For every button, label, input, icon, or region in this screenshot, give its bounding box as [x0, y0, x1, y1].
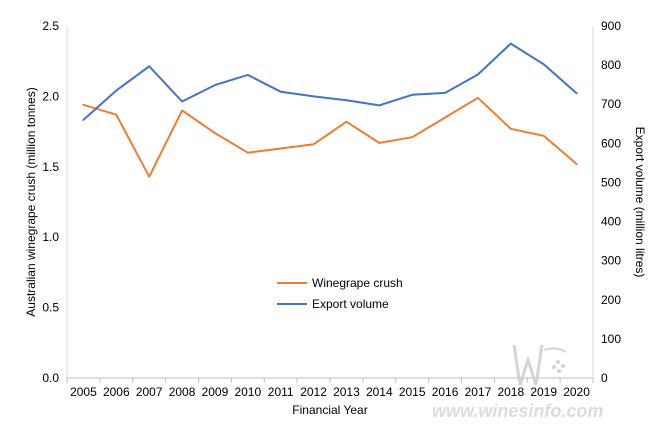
right-tick-label: 900 [601, 19, 621, 33]
series-layer [82, 42, 578, 178]
left-tick-label: 1.5 [42, 160, 59, 174]
x-tick-label: 2010 [234, 385, 261, 399]
right-tick-label: 0 [601, 371, 608, 385]
x-axis-ticks: 2005 2006 2007 2008 2009 2010 2011 2012 2013 2014… [66, 378, 594, 399]
x-tick-label: 2016 [432, 385, 459, 399]
x-tick-label: 2009 [202, 385, 229, 399]
x-tick-label: 2006 [103, 385, 130, 399]
right-tick-label: 100 [601, 332, 621, 346]
right-tick-label: 300 [601, 254, 621, 268]
left-axis-ticks: 0.0 0.5 1.0 1.5 2.0 2.5 [42, 19, 59, 385]
watermark-logo [512, 344, 567, 386]
x-tick-label: 2014 [366, 385, 393, 399]
x-tick-label: 2020 [563, 385, 590, 399]
right-tick-label: 500 [601, 175, 621, 189]
left-tick-label: 0.0 [42, 371, 59, 385]
legend-label-winegrape-crush: Winegrape crush [312, 276, 403, 290]
x-tick-label: 2019 [530, 385, 557, 399]
left-tick-label: 0.5 [42, 301, 59, 315]
series-line-export-volume [82, 42, 578, 121]
right-tick-label: 400 [601, 215, 621, 229]
right-tick-label: 800 [601, 58, 621, 72]
left-tick-label: 1.0 [42, 230, 59, 244]
legend: Winegrape crush Export volume [277, 276, 403, 311]
series-line-winegrape-crush [82, 96, 578, 178]
left-axis-title: Australian winegrape crush (million tonn… [24, 87, 38, 316]
legend-label-export-volume: Export volume [312, 297, 389, 311]
x-tick-label: 2017 [465, 385, 492, 399]
right-axis-ticks: 0 100 200 300 400 500 600 700 800 900 [601, 19, 621, 385]
watermark: www.winesinfo.com [432, 344, 603, 421]
x-tick-label: 2005 [70, 385, 97, 399]
x-tick-label: 2012 [300, 385, 327, 399]
x-axis-title: Financial Year [292, 403, 367, 417]
x-tick-label: 2013 [333, 385, 360, 399]
watermark-text: www.winesinfo.com [432, 401, 603, 421]
left-tick-label: 2.0 [42, 89, 59, 103]
right-tick-label: 700 [601, 97, 621, 111]
right-axis-title: Export volume (million litres) [633, 127, 647, 278]
x-tick-label: 2015 [399, 385, 426, 399]
right-tick-label: 600 [601, 136, 621, 150]
left-tick-label: 2.5 [42, 19, 59, 33]
x-tick-label: 2008 [169, 385, 196, 399]
plot-frame [66, 26, 594, 379]
right-tick-label: 200 [601, 293, 621, 307]
x-tick-label: 2011 [268, 385, 294, 399]
x-tick-label: 2018 [497, 385, 524, 399]
x-tick-label: 2007 [136, 385, 163, 399]
